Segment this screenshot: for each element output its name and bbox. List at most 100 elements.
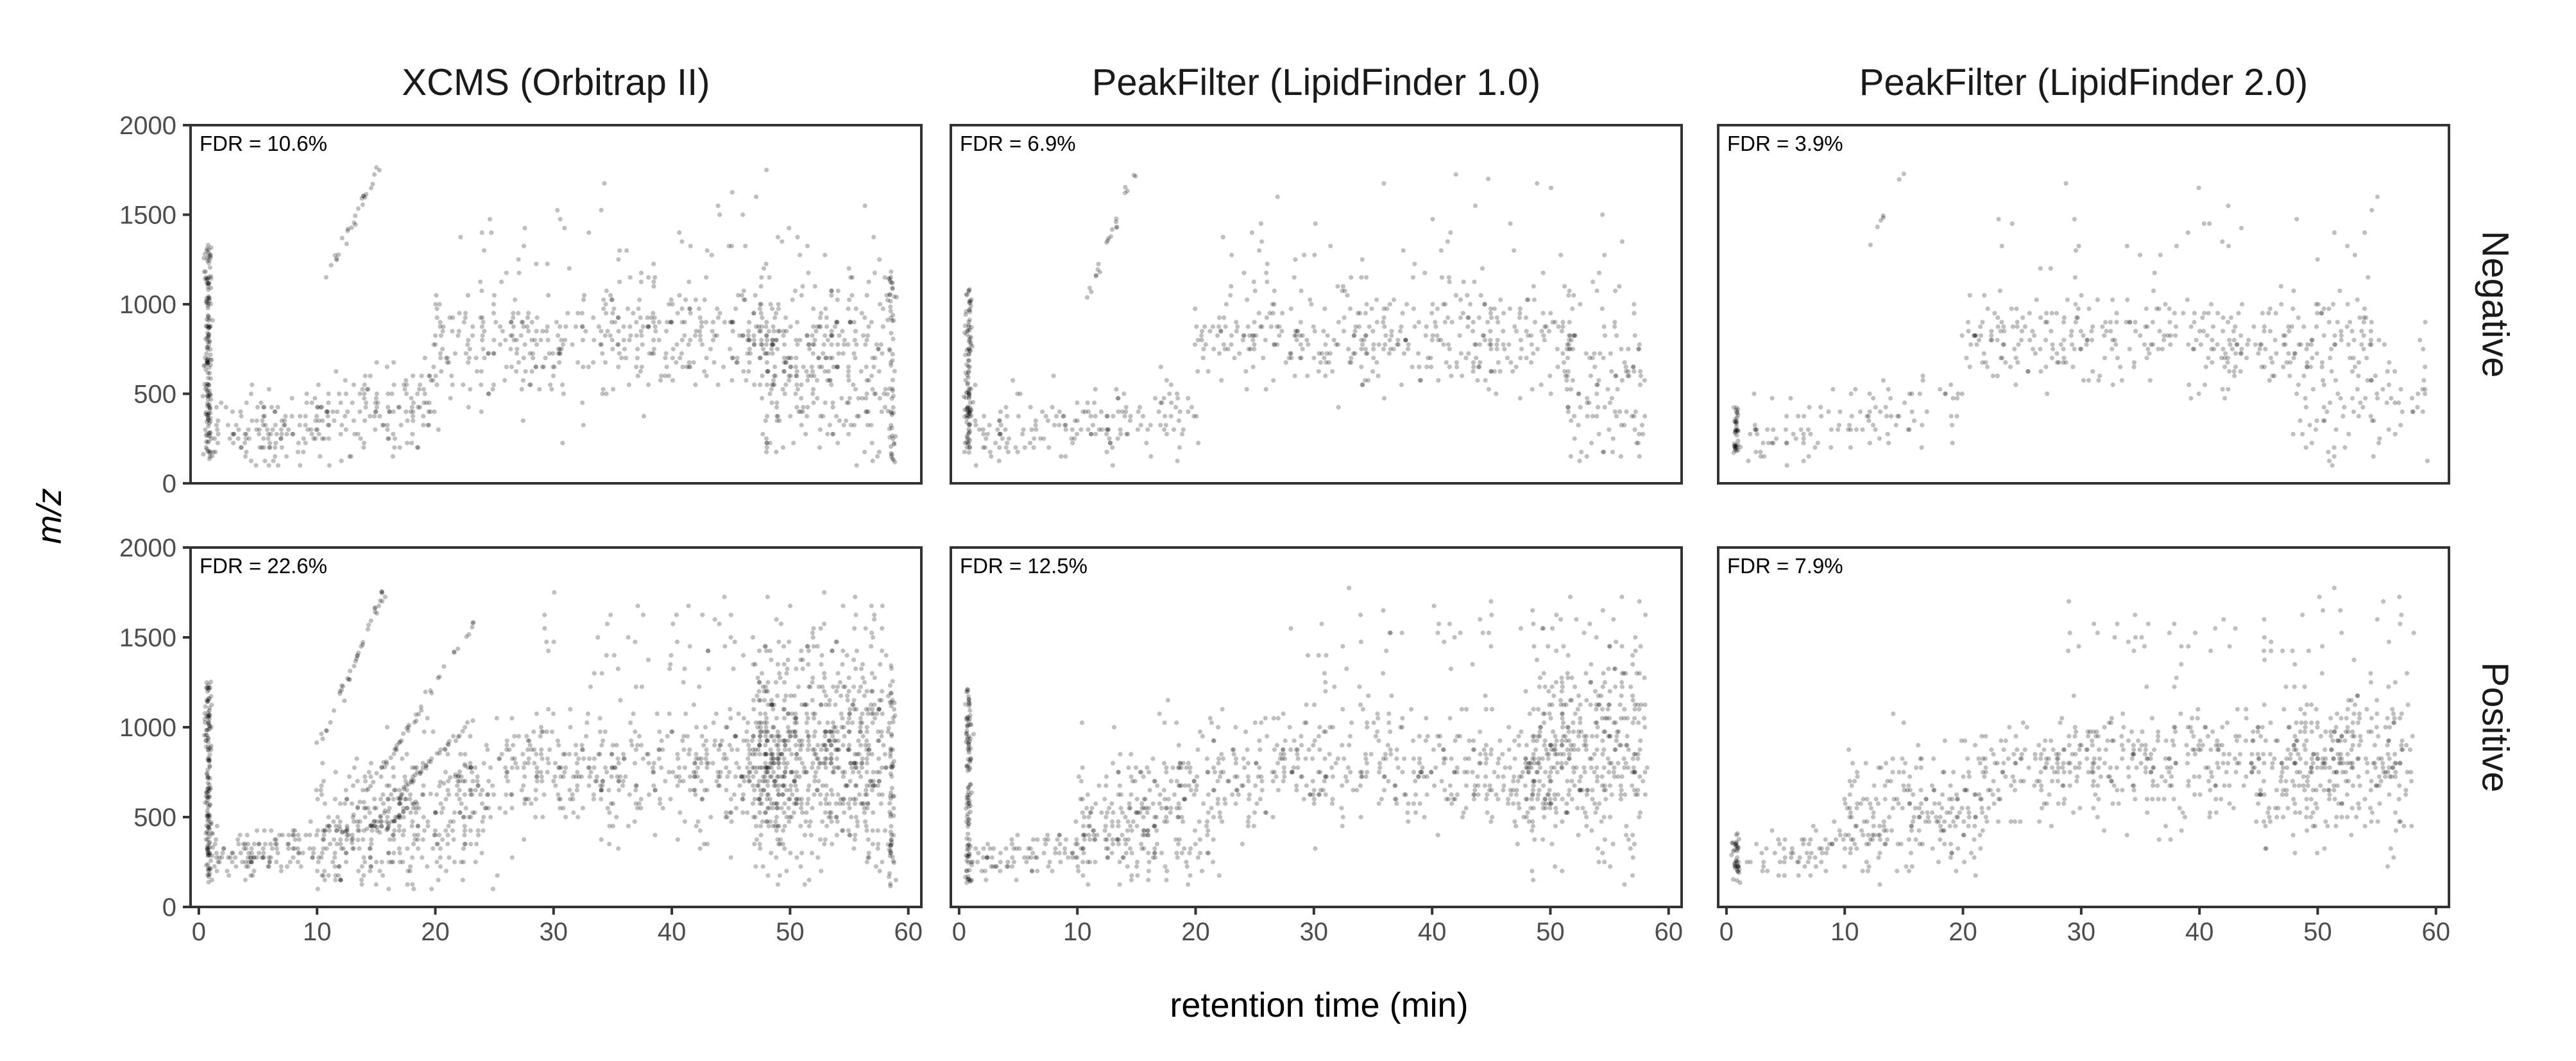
data-point <box>467 347 472 352</box>
data-point <box>1439 275 1444 280</box>
data-point <box>828 356 833 361</box>
data-point <box>537 386 542 392</box>
data-point <box>412 720 417 725</box>
data-point <box>549 386 554 392</box>
data-point <box>1853 386 1858 392</box>
data-point <box>765 369 771 374</box>
data-point <box>421 783 426 788</box>
data-point <box>751 774 756 779</box>
data-point <box>610 297 615 302</box>
data-point <box>1005 449 1011 454</box>
data-point <box>1045 837 1050 842</box>
data-point <box>504 747 509 752</box>
data-point <box>1047 859 1052 865</box>
data-point <box>1331 338 1336 343</box>
data-point <box>401 382 407 388</box>
data-point <box>1179 431 1185 436</box>
data-point <box>248 859 253 865</box>
data-point <box>1996 216 2001 222</box>
data-point <box>409 404 414 410</box>
data-point <box>432 810 438 815</box>
data-point <box>822 689 827 694</box>
data-point <box>782 707 787 712</box>
data-point <box>298 864 303 869</box>
data-point <box>207 764 212 770</box>
data-point <box>806 342 812 347</box>
data-point <box>209 679 214 684</box>
data-point <box>1352 351 1358 356</box>
data-point <box>847 743 852 748</box>
data-point <box>2158 252 2163 257</box>
data-point <box>548 382 553 388</box>
data-point <box>559 347 564 352</box>
data-point <box>404 382 409 388</box>
data-point <box>1448 230 1453 235</box>
data-point <box>1093 413 1098 419</box>
data-point <box>1388 347 1393 352</box>
data-point <box>1492 306 1497 311</box>
data-point <box>2251 324 2256 329</box>
data-point <box>2227 338 2232 343</box>
data-point <box>322 868 327 874</box>
data-point <box>581 365 586 370</box>
data-point <box>639 333 644 338</box>
data-point <box>297 422 302 427</box>
data-point <box>208 352 213 358</box>
data-point <box>840 603 846 608</box>
data-point <box>360 202 366 207</box>
data-point <box>207 365 212 370</box>
data-point <box>1416 320 1422 325</box>
data-point <box>311 846 316 851</box>
data-point <box>389 792 394 797</box>
data-point <box>1748 431 1753 436</box>
data-point <box>1870 422 1876 427</box>
data-point <box>1196 440 1201 445</box>
data-point <box>423 763 429 768</box>
data-point <box>1347 306 1353 311</box>
data-point <box>1435 306 1440 311</box>
data-point <box>369 841 374 847</box>
data-point <box>1261 356 1266 361</box>
data-point <box>440 837 445 842</box>
data-point <box>270 427 275 432</box>
data-point <box>602 181 607 186</box>
data-point <box>858 774 864 779</box>
data-point <box>823 810 828 815</box>
data-point <box>762 351 767 356</box>
data-point <box>871 635 876 640</box>
data-point <box>717 311 722 316</box>
data-point <box>448 395 453 401</box>
data-point <box>612 320 618 325</box>
data-point <box>414 765 419 770</box>
data-point <box>1570 306 1575 311</box>
data-point <box>806 797 811 802</box>
data-point <box>204 732 209 738</box>
data-point <box>797 738 802 743</box>
data-point <box>982 445 988 450</box>
data-point <box>835 342 840 347</box>
data-point <box>967 445 973 450</box>
data-point <box>332 837 337 842</box>
column-title: PeakFilter (LipidFinder 2.0) <box>1859 62 2308 103</box>
data-point <box>343 788 348 793</box>
data-point <box>889 666 894 671</box>
data-point <box>363 194 368 200</box>
data-point <box>322 801 327 806</box>
data-point <box>473 765 478 770</box>
data-point <box>2095 297 2100 302</box>
data-point <box>1095 267 1100 272</box>
data-point <box>2210 324 2215 329</box>
data-point <box>362 395 367 401</box>
data-point <box>2257 347 2262 352</box>
data-point <box>776 747 781 752</box>
data-point <box>842 770 848 775</box>
data-point <box>521 783 526 788</box>
data-point <box>411 841 416 847</box>
data-point <box>1848 391 1854 397</box>
data-point <box>879 734 884 739</box>
data-point <box>654 711 660 716</box>
data-point <box>2222 395 2228 401</box>
data-point <box>1062 850 1068 856</box>
data-point <box>645 324 651 329</box>
data-point <box>713 711 719 716</box>
